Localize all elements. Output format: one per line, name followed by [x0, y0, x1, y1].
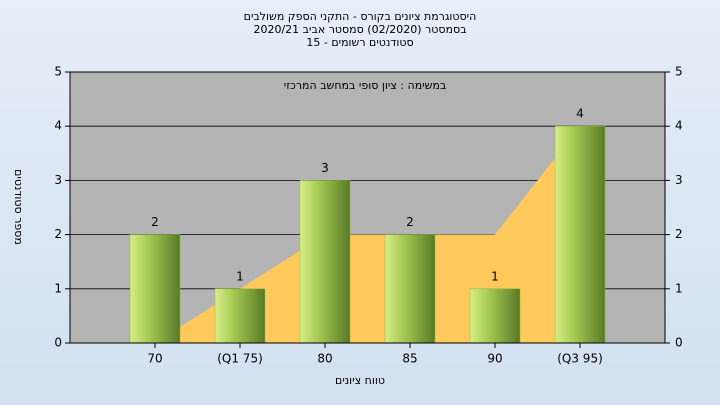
x-tick-label: 85	[402, 352, 417, 366]
bar	[299, 180, 351, 344]
chart-subtitle: בסמסטר (02/2020) סמסטר אביב 2020/21	[253, 23, 466, 36]
y-axis-label: מספר סטודנטים	[12, 169, 25, 245]
y-tick-label: 3	[54, 173, 62, 187]
y2-tick-label: 0	[675, 336, 683, 350]
chart-subtitle: סטודנטים רשומים - 15	[306, 36, 413, 49]
data-label: 2	[406, 215, 414, 229]
data-label: 4	[576, 107, 584, 121]
bar	[214, 288, 266, 344]
x-tick-label: 80	[317, 352, 332, 366]
y2-tick-label: 2	[675, 227, 683, 241]
bar	[129, 234, 181, 344]
y2-tick-label: 4	[675, 119, 683, 133]
plot-frame	[69, 71, 666, 344]
data-label: 1	[491, 269, 499, 283]
x-tick-label: 90	[487, 352, 502, 366]
y-tick-label: 0	[54, 336, 62, 350]
bar	[554, 125, 606, 344]
data-label: 2	[151, 215, 159, 229]
x-tick-label: (Q3 95)	[557, 352, 603, 366]
y2-tick-label: 1	[675, 281, 683, 295]
y-tick-label: 2	[54, 227, 62, 241]
bar	[384, 234, 436, 344]
y-tick-label: 5	[54, 65, 62, 79]
y-tick-label: 1	[54, 281, 62, 295]
y2-tick-label: 3	[675, 173, 683, 187]
data-label: 3	[321, 161, 329, 175]
x-tick-label: (Q1 75)	[217, 352, 263, 366]
data-label: 1	[236, 269, 244, 283]
annotation: במשימה : ציון סופי במחשב המרכזי	[284, 79, 447, 92]
chart-title: היסטוגרמת ציונים בקורס - התקני הספק משול…	[244, 10, 477, 23]
x-axis-label: טווח ציונים	[335, 374, 385, 387]
bar	[469, 288, 521, 344]
y-tick-label: 4	[54, 119, 62, 133]
y2-tick-label: 5	[675, 65, 683, 79]
x-tick-label: 70	[147, 352, 162, 366]
